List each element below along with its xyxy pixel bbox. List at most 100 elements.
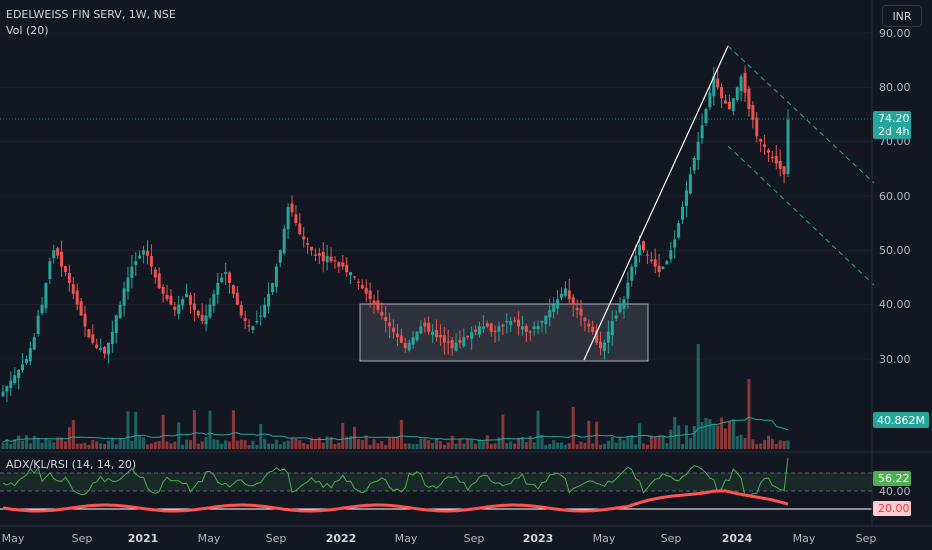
candle-body [220,277,224,282]
candle-body [520,326,524,330]
volume-bar [282,441,286,449]
candle-body [392,327,396,332]
candle-body [321,251,325,262]
candle-body [493,330,497,332]
volume-bar [364,435,368,449]
candle-body [458,340,462,343]
volume-bar [290,437,294,449]
time-axis[interactable]: May Sep 2021 May Sep 2022 May Sep 2023 M… [2,532,877,545]
volume-bar [423,438,427,449]
volume-bar [239,439,243,449]
candle-body [743,72,747,93]
volume-bar [548,444,552,449]
candle-body [618,304,622,313]
rsi-band [0,473,872,491]
candle-body [595,330,599,343]
volume-bar [649,435,653,449]
candle-body [442,335,446,343]
time-label: 2023 [523,532,554,545]
volume-bar [696,344,700,449]
volume-bar [267,443,271,449]
candle-body [263,304,267,318]
candle-body [778,161,782,169]
candle-body [294,214,298,224]
volume-bar [278,444,282,449]
candle-body [247,325,251,327]
candle-body [708,92,712,108]
volume-bar [204,437,208,449]
volume-bar [157,441,161,449]
candle-body [204,315,208,324]
candle-body [446,341,450,343]
volume-bar [376,443,380,449]
candle-body [83,313,87,327]
candle-body [622,299,626,309]
volume-bar [614,442,618,449]
currency-button[interactable]: INR [882,5,922,27]
volume-bar [122,439,126,449]
volume-bar [419,438,423,449]
volume-bar [489,443,493,449]
volume-bar [79,443,83,449]
candles [1,65,790,403]
volume-bar [368,444,372,449]
candle-body [345,264,349,273]
candle-body [700,125,704,139]
volume-bar [63,441,67,449]
volume-bar [200,441,204,449]
candle-body [587,323,591,327]
volume-bar [251,440,255,449]
candle-body [653,259,657,267]
volume-bar [606,440,610,449]
volume-bar [356,438,360,449]
volume-bar [411,443,415,449]
volume-bar [185,439,189,449]
volume-bar [21,440,25,449]
candle-body [513,320,517,322]
volume-bar [462,443,466,449]
volume-bar [228,441,232,449]
candle-body [126,277,130,292]
candle-body [165,294,169,300]
candle-body [337,262,341,267]
volume-bar [634,444,638,449]
candle-body [52,250,56,259]
candle-body [24,358,28,363]
volume-bar [75,443,79,449]
volume-bar [188,440,192,449]
volume-bar [17,435,21,449]
candle-body [477,326,481,335]
candle-body [563,288,567,296]
volume-bar [587,420,591,449]
candle-body [71,284,75,294]
candle-body [583,317,587,321]
candle-body [786,119,790,174]
volume-bar [224,440,228,449]
volume-bar [653,436,657,449]
price-tick: 30.00 [879,353,911,366]
volume-bar [610,436,614,449]
candle-body [243,317,247,321]
price-tick: 50.00 [879,244,911,257]
candle-body [290,203,294,213]
volume-bar [161,414,165,449]
volume-bar [501,414,505,449]
volume-bar [591,443,595,449]
candle-body [181,299,185,306]
time-label: 2021 [128,532,159,545]
volume-bar [28,443,32,449]
last-price-label [873,111,911,139]
volume-bar [360,440,364,449]
price-axis[interactable]: 90.00 80.00 70.00 60.00 50.00 40.00 30.0… [879,27,911,366]
candle-body [427,322,431,332]
candle-body [751,105,755,120]
candle-body [559,293,563,298]
candle-body [161,286,165,294]
volume-bar [712,423,716,449]
candle-body [142,250,146,255]
volume-bar [517,437,521,449]
volume-bar [247,444,251,449]
candle-body [774,156,778,164]
candle-body [669,250,673,259]
